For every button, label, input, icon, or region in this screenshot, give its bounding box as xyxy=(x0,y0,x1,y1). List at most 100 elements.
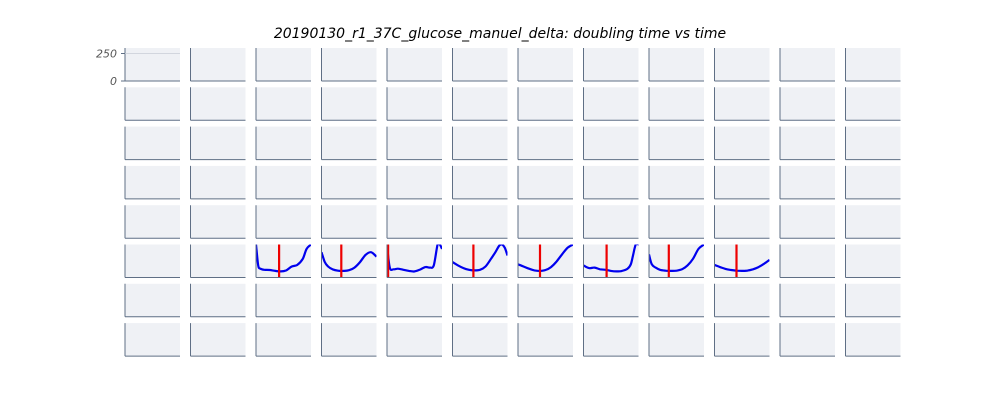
panel-r5-c6 xyxy=(517,244,573,278)
panel-r4-c7 xyxy=(583,205,639,239)
panel-background xyxy=(649,323,704,357)
panel-r0-c2 xyxy=(255,48,311,82)
panel-background xyxy=(321,244,377,278)
panel-r4-c5 xyxy=(452,205,508,239)
panel-r3-c1 xyxy=(190,165,246,200)
panel-r6-c10 xyxy=(779,283,835,318)
panel-r7-c3 xyxy=(321,323,377,357)
panel-background xyxy=(583,165,639,199)
panel-background xyxy=(321,48,377,81)
panel-background xyxy=(256,283,311,317)
panel-background xyxy=(583,283,639,317)
panel-r0-c8 xyxy=(648,48,704,82)
panel-background xyxy=(518,48,573,81)
panel-r4-c9 xyxy=(714,205,770,239)
panel-r2-c0 xyxy=(124,126,180,161)
panel-background xyxy=(190,126,246,160)
panel-r2-c3 xyxy=(321,126,377,161)
doubling-time-line xyxy=(256,244,311,273)
panel-r1-c5 xyxy=(452,87,508,121)
panel-r2-c5 xyxy=(452,126,508,161)
panel-r4-c3 xyxy=(321,205,377,239)
panel-r3-c3 xyxy=(321,165,377,200)
doubling-time-line xyxy=(452,244,508,272)
panel-background xyxy=(518,323,573,357)
panel-r7-c0 xyxy=(124,323,180,357)
panel-r3-c9 xyxy=(714,165,770,200)
panel-background xyxy=(452,244,508,278)
panel-background xyxy=(452,205,508,239)
panel-background xyxy=(387,205,442,239)
panel-r6-c8 xyxy=(648,283,704,318)
panel-r5-c0 xyxy=(124,244,180,278)
panel-r6-c11 xyxy=(845,283,901,318)
panel-r1-c2 xyxy=(255,87,311,121)
panel-r1-c3 xyxy=(321,87,377,121)
y-tick-label: 250 xyxy=(96,48,117,61)
panel-background xyxy=(321,126,377,160)
panel-r5-c5 xyxy=(452,244,508,278)
panel-background xyxy=(780,48,835,81)
panel-r5-c7 xyxy=(583,244,639,278)
panel-background xyxy=(845,283,901,317)
panel-r5-c8 xyxy=(648,244,704,278)
panel-r2-c11 xyxy=(845,126,901,161)
panel-r4-c8 xyxy=(648,205,704,239)
panel-r3-c5 xyxy=(452,165,508,200)
panel-r7-c9 xyxy=(714,323,770,357)
panel-background xyxy=(649,205,704,239)
panel-r2-c4 xyxy=(386,126,442,161)
panel-background xyxy=(714,165,770,199)
panel-r6-c6 xyxy=(517,283,573,318)
panel-background xyxy=(845,48,901,81)
panel-background xyxy=(452,87,508,121)
panel-background xyxy=(321,87,377,121)
panel-r6-c9 xyxy=(714,283,770,318)
panel-r6-c1 xyxy=(190,283,246,318)
panel-r2-c1 xyxy=(190,126,246,161)
panel-background xyxy=(518,205,573,239)
panel-background xyxy=(452,323,508,357)
doubling-time-line xyxy=(387,244,442,273)
panel-r7-c4 xyxy=(386,323,442,357)
doubling-time-line xyxy=(583,244,639,273)
panel-background xyxy=(321,205,377,239)
panel-r4-c11 xyxy=(845,205,901,239)
panel-background xyxy=(714,205,770,239)
panel-r1-c11 xyxy=(845,87,901,121)
panel-background xyxy=(845,205,901,239)
panel-background xyxy=(125,48,180,81)
panel-r0-c4 xyxy=(386,48,442,82)
panel-r1-c4 xyxy=(386,87,442,121)
panel-r7-c8 xyxy=(648,323,704,357)
panel-r7-c2 xyxy=(255,323,311,357)
panel-r0-c3 xyxy=(321,48,377,82)
panel-r4-c6 xyxy=(517,205,573,239)
panel-background xyxy=(256,205,311,239)
panel-r6-c4 xyxy=(386,283,442,318)
panel-background xyxy=(714,126,770,160)
doubling-time-line xyxy=(649,244,704,273)
panel-background xyxy=(125,244,180,278)
panel-background xyxy=(256,244,311,278)
panel-r1-c7 xyxy=(583,87,639,121)
panel-background xyxy=(190,87,246,121)
panel-background xyxy=(583,126,639,160)
panel-r0-c6 xyxy=(517,48,573,82)
panel-background xyxy=(780,283,835,317)
panel-background xyxy=(845,87,901,121)
panel-background xyxy=(714,244,770,278)
panel-r3-c4 xyxy=(386,165,442,200)
y-tick-label: 0 xyxy=(110,75,117,88)
panel-r0-c5 xyxy=(452,48,508,82)
panel-background xyxy=(190,283,246,317)
panel-background xyxy=(714,87,770,121)
panel-background xyxy=(780,323,835,357)
panel-background xyxy=(190,48,246,81)
panel-r1-c8 xyxy=(648,87,704,121)
panel-r5-c4 xyxy=(386,244,442,278)
panel-background xyxy=(452,283,508,317)
panel-background xyxy=(714,283,770,317)
chart-title: 20190130_r1_37C_glucose_manuel_delta: do… xyxy=(273,26,727,42)
